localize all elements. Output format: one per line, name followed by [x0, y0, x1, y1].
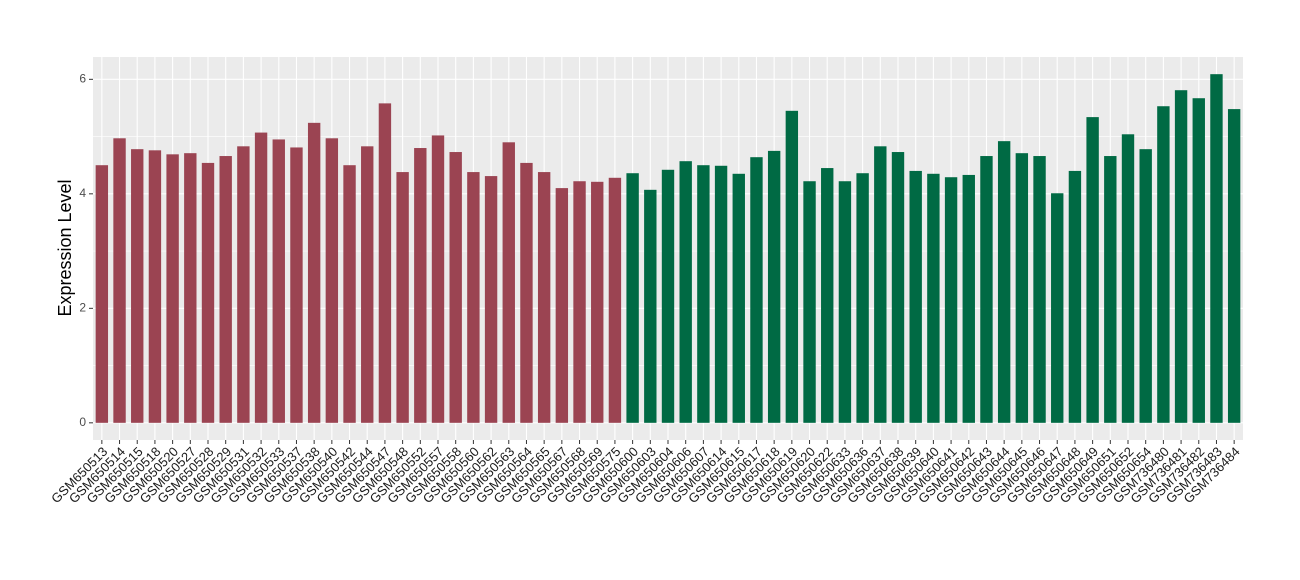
bar — [821, 168, 834, 423]
y-tick-label: 0 — [79, 415, 86, 429]
bar — [219, 156, 232, 423]
bar — [431, 135, 445, 423]
bar — [520, 162, 533, 423]
bar — [1174, 90, 1188, 423]
bar — [661, 169, 675, 423]
bar — [272, 139, 285, 423]
bar — [166, 154, 179, 423]
bar — [502, 142, 515, 423]
bar — [679, 161, 692, 423]
bar — [714, 165, 728, 423]
bar — [555, 188, 569, 423]
bar — [378, 103, 392, 423]
y-axis-title: Expression Level — [55, 179, 75, 316]
y-tick-label: 6 — [79, 71, 86, 85]
bar — [484, 176, 498, 423]
bar — [626, 173, 639, 423]
bar — [927, 173, 940, 423]
bar — [838, 181, 852, 423]
bar — [290, 147, 303, 423]
bar — [361, 146, 374, 423]
bar — [1104, 156, 1117, 423]
bar — [874, 146, 887, 423]
bar — [1210, 74, 1223, 423]
bar — [1086, 117, 1099, 423]
bar — [449, 152, 462, 423]
bar — [1157, 106, 1170, 423]
bar — [767, 150, 781, 423]
bar — [856, 173, 869, 423]
bar — [1192, 98, 1205, 423]
bar — [591, 181, 604, 423]
bar — [201, 162, 215, 423]
bar — [343, 165, 356, 423]
bar — [891, 152, 905, 423]
bar — [113, 138, 126, 423]
bar — [697, 165, 710, 423]
bar — [95, 165, 109, 423]
bar — [732, 173, 745, 423]
bar — [184, 153, 197, 423]
bar — [467, 172, 480, 423]
bar — [1139, 149, 1152, 423]
y-tick-label: 4 — [79, 186, 86, 200]
bar — [1033, 156, 1046, 423]
bar — [785, 110, 799, 423]
bar — [307, 122, 321, 423]
bar — [608, 177, 622, 423]
y-tick-label: 2 — [79, 300, 86, 314]
bar — [1015, 153, 1029, 423]
bar — [148, 150, 162, 423]
bar — [1068, 170, 1082, 423]
bar — [997, 141, 1011, 423]
bar — [1121, 134, 1135, 423]
bar — [803, 181, 816, 423]
bar — [414, 148, 427, 423]
bar — [325, 138, 339, 423]
bar — [254, 132, 268, 423]
bar — [1227, 109, 1241, 423]
bar — [644, 189, 657, 423]
bar — [537, 172, 551, 423]
bar — [980, 156, 993, 423]
bar — [750, 157, 763, 423]
bar — [573, 181, 586, 423]
bar — [131, 149, 144, 423]
bar — [1051, 193, 1064, 423]
bar — [396, 172, 409, 423]
bar — [237, 146, 250, 423]
bar — [944, 177, 958, 423]
bar — [962, 174, 975, 423]
bar — [909, 170, 922, 423]
